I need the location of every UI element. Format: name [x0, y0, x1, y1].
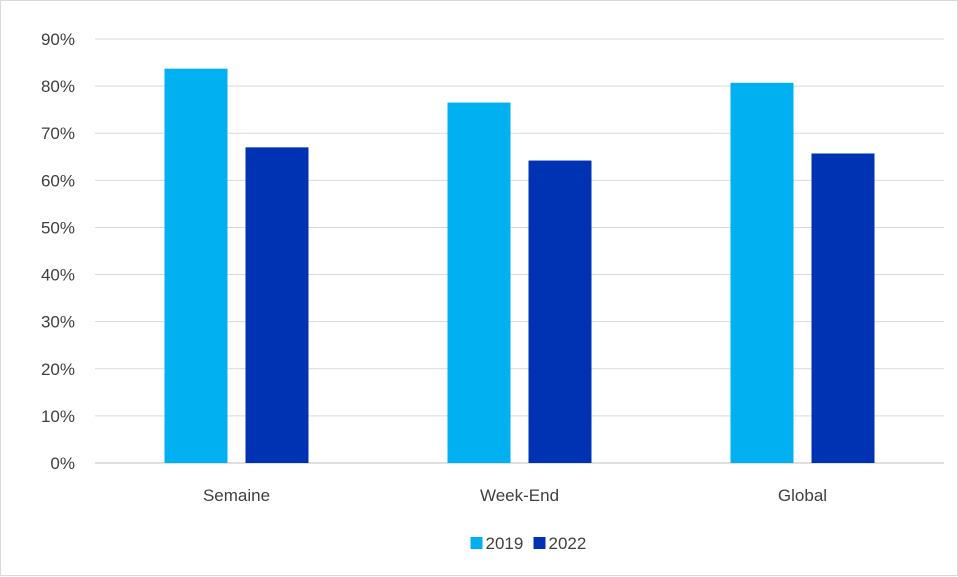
x-axis-tick-labels: Semaine Week-End Global: [203, 486, 827, 505]
y-axis-tick-labels: 0% 10% 20% 30% 40% 50% 60% 70% 80% 90%: [41, 30, 75, 473]
bars: [164, 68, 875, 464]
legend-swatch-2019: [470, 537, 483, 549]
bar-2022-week-end: [528, 160, 592, 463]
bar-2019-global: [730, 82, 794, 464]
x-tick-label: Global: [778, 486, 827, 505]
bar-2019-semaine: [164, 68, 228, 464]
y-tick-label: 70%: [41, 124, 75, 143]
y-tick-label: 50%: [41, 218, 75, 237]
y-tick-label: 20%: [41, 360, 75, 379]
y-tick-label: 10%: [41, 407, 75, 426]
bar-2022-global: [811, 153, 875, 464]
y-tick-label: 0%: [50, 454, 75, 473]
legend: 2019 2022: [470, 534, 587, 553]
bar-2019-week-end: [447, 102, 511, 463]
legend-label-2022: 2022: [549, 534, 587, 553]
legend-label-2019: 2019: [486, 534, 524, 553]
y-tick-label: 60%: [41, 171, 75, 190]
gridlines: [95, 38, 944, 464]
x-tick-label: Semaine: [203, 486, 270, 505]
legend-swatch-2022: [533, 537, 546, 549]
y-tick-label: 80%: [41, 77, 75, 96]
y-tick-label: 90%: [41, 30, 75, 49]
x-tick-label: Week-End: [480, 486, 559, 505]
bar-2022-semaine: [245, 147, 309, 463]
y-tick-label: 40%: [41, 266, 75, 285]
y-tick-label: 30%: [41, 313, 75, 332]
